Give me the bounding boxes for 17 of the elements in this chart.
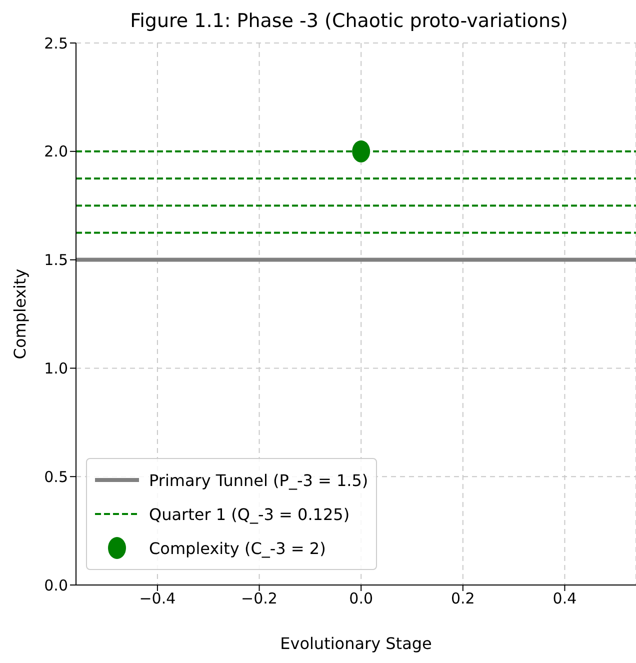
chart-title: Figure 1.1: Phase -3 (Chaotic proto-variations) — [129, 10, 569, 32]
x-tick-label: −0.2 — [241, 590, 278, 608]
x-tick-label: 0.0 — [349, 590, 374, 608]
legend-label: Complexity (C_-3 = 2) — [149, 538, 326, 558]
x-tick-label: 0.2 — [450, 590, 475, 608]
y-tick-label: 2.0 — [44, 142, 68, 161]
y-tick-label: 1.0 — [44, 360, 68, 378]
y-tick-label: 1.5 — [44, 251, 68, 270]
x-tick-label: −0.4 — [139, 590, 176, 608]
legend-label: Primary Tunnel (P_-3 = 1.5) — [149, 470, 368, 490]
y-tick-label: 0.5 — [44, 468, 68, 486]
y-tick-label: 2.5 — [44, 34, 68, 52]
x-tick-label: 0.4 — [552, 590, 577, 608]
legend-label: Quarter 1 (Q_-3 = 0.125) — [149, 504, 350, 524]
x-axis-title: Evolutionary Stage — [280, 634, 432, 653]
y-tick-label: 0.0 — [44, 576, 68, 594]
y-axis-title: Complexity — [10, 268, 30, 360]
